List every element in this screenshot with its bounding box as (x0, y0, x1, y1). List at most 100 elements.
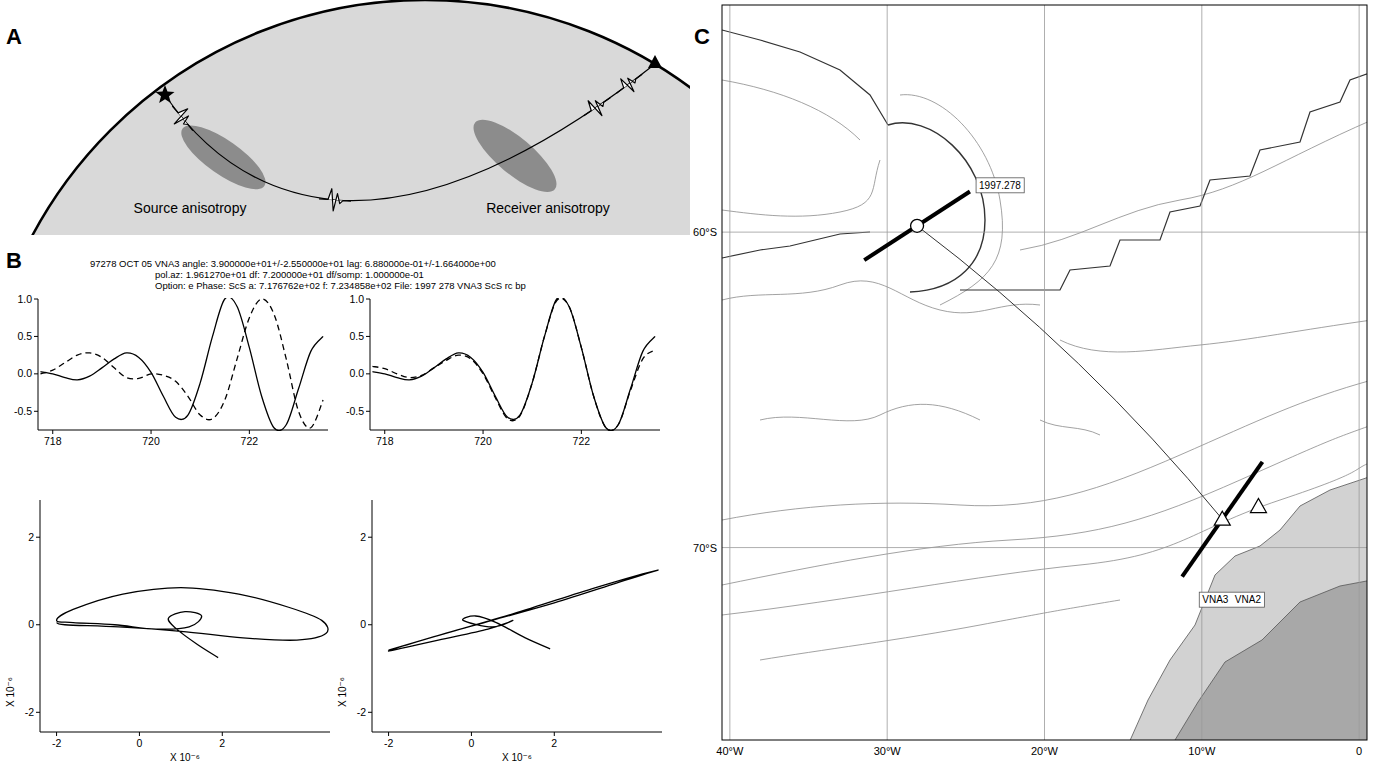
contour (722, 160, 880, 216)
y-axis-title: X 10⁻⁶ (337, 677, 348, 707)
chart: 718720722-0.50.00.51.0 (346, 293, 660, 448)
y-axis (370, 299, 371, 430)
y-tick (34, 299, 38, 300)
plate-boundary (960, 72, 1367, 290)
header-line: pol.az: 1.961270e+01 df: 7.200000e+01 df… (155, 269, 424, 280)
plot-area (372, 298, 655, 431)
wavelet (172, 106, 193, 131)
x-tick-label: 10°W (1188, 745, 1216, 757)
grid-line (722, 232, 1367, 233)
chart: 718720722-0.50.00.51.0 (14, 293, 328, 448)
y-tick-label: 0.5 (17, 330, 32, 342)
plot-area (389, 570, 659, 651)
y-tick (368, 537, 372, 538)
y-tick-label: 70°S (693, 542, 717, 554)
x-tick-label: 20°W (1031, 745, 1059, 757)
grid-line (722, 547, 1367, 548)
y-tick (36, 624, 40, 625)
grid-line (729, 5, 730, 740)
panel-letter: A (6, 24, 22, 49)
land (1172, 580, 1367, 740)
y-tick (366, 336, 370, 337)
x-tick (384, 430, 385, 434)
y-tick (368, 624, 372, 625)
panel-letter: B (6, 248, 22, 273)
plate-boundary (722, 232, 870, 258)
trench (888, 123, 985, 292)
y-tick-label: 0 (360, 618, 366, 630)
y-tick (366, 299, 370, 300)
x-tick (483, 430, 484, 434)
x-tick-label: 720 (142, 435, 160, 447)
plot-area (57, 588, 328, 658)
station-marker (1214, 511, 1230, 525)
ice-shelf (1128, 476, 1367, 740)
y-tick-label: -0.5 (346, 405, 364, 417)
event-marker (911, 219, 924, 232)
wavelet (584, 98, 610, 116)
y-tick-label: 0.5 (349, 330, 364, 342)
x-axis-title: X 10⁻⁶ (502, 752, 532, 763)
label-box (976, 178, 1024, 193)
chart: -202-202X 10⁻⁶X 10⁻⁶ (5, 500, 330, 763)
x-tick-label: 0 (137, 737, 143, 749)
x-tick-label: 722 (573, 435, 591, 447)
y-tick-label: -2 (25, 706, 34, 718)
y-tick-label: 60°S (693, 226, 717, 238)
x-tick-label: 718 (44, 435, 62, 447)
x-tick-label: 30°W (874, 745, 902, 757)
y-tick (368, 712, 372, 713)
x-tick (471, 732, 472, 736)
x-tick-label: 2 (551, 737, 557, 749)
y-tick (36, 537, 40, 538)
x-tick-label: 718 (376, 435, 394, 447)
station-label: VNA2 (1235, 594, 1262, 605)
ray-path (917, 226, 1222, 519)
wavelet (319, 189, 351, 211)
y-tick (366, 411, 370, 412)
y-tick-label: 2 (360, 531, 366, 543)
station-label: VNA3 (1202, 594, 1229, 605)
source-star (155, 85, 174, 103)
x-axis (40, 732, 330, 733)
y-tick-label: 1.0 (17, 293, 32, 305)
map: 40°W30°W20°W10°W060°S70°S1997.278VNA3VNA… (693, 5, 1372, 757)
y-tick (366, 373, 370, 374)
x-tick-label: -2 (384, 737, 393, 749)
fast-axis-bar (1182, 462, 1262, 577)
y-tick-label: 2 (28, 531, 34, 543)
series-line (40, 298, 323, 431)
wavelet (617, 74, 643, 93)
y-tick (34, 411, 38, 412)
x-tick (554, 732, 555, 736)
map-frame (722, 5, 1367, 740)
y-axis-title: X 10⁻⁶ (5, 677, 16, 707)
y-tick (34, 336, 38, 337)
event-label: 1997.278 (979, 180, 1021, 191)
y-tick-label: 0.0 (349, 367, 364, 379)
x-tick (52, 430, 53, 434)
y-axis (38, 299, 39, 430)
earth (0, 0, 690, 235)
series-line (57, 588, 328, 658)
series-line (372, 298, 655, 431)
x-tick-label: 0 (469, 737, 475, 749)
map-area (722, 5, 1367, 740)
grid-line (1359, 5, 1360, 740)
y-tick-label: 0 (28, 618, 34, 630)
earth-disc (0, 0, 690, 235)
x-tick-label: 720 (474, 435, 492, 447)
series-line (372, 298, 655, 430)
contour (1020, 120, 1367, 250)
y-axis (40, 500, 41, 732)
x-tick (388, 732, 389, 736)
contour (900, 95, 1003, 305)
grid-line (1044, 5, 1045, 740)
x-tick-label: 0 (1356, 745, 1362, 757)
station-label-group: VNA3 VNA2 (1199, 592, 1264, 607)
x-axis (372, 732, 662, 733)
x-tick (249, 430, 250, 434)
x-tick (222, 732, 223, 736)
x-tick-label: 2 (219, 737, 225, 749)
header-line: Option: e Phase: ScS a: 7.176762e+02 f: … (155, 280, 526, 291)
